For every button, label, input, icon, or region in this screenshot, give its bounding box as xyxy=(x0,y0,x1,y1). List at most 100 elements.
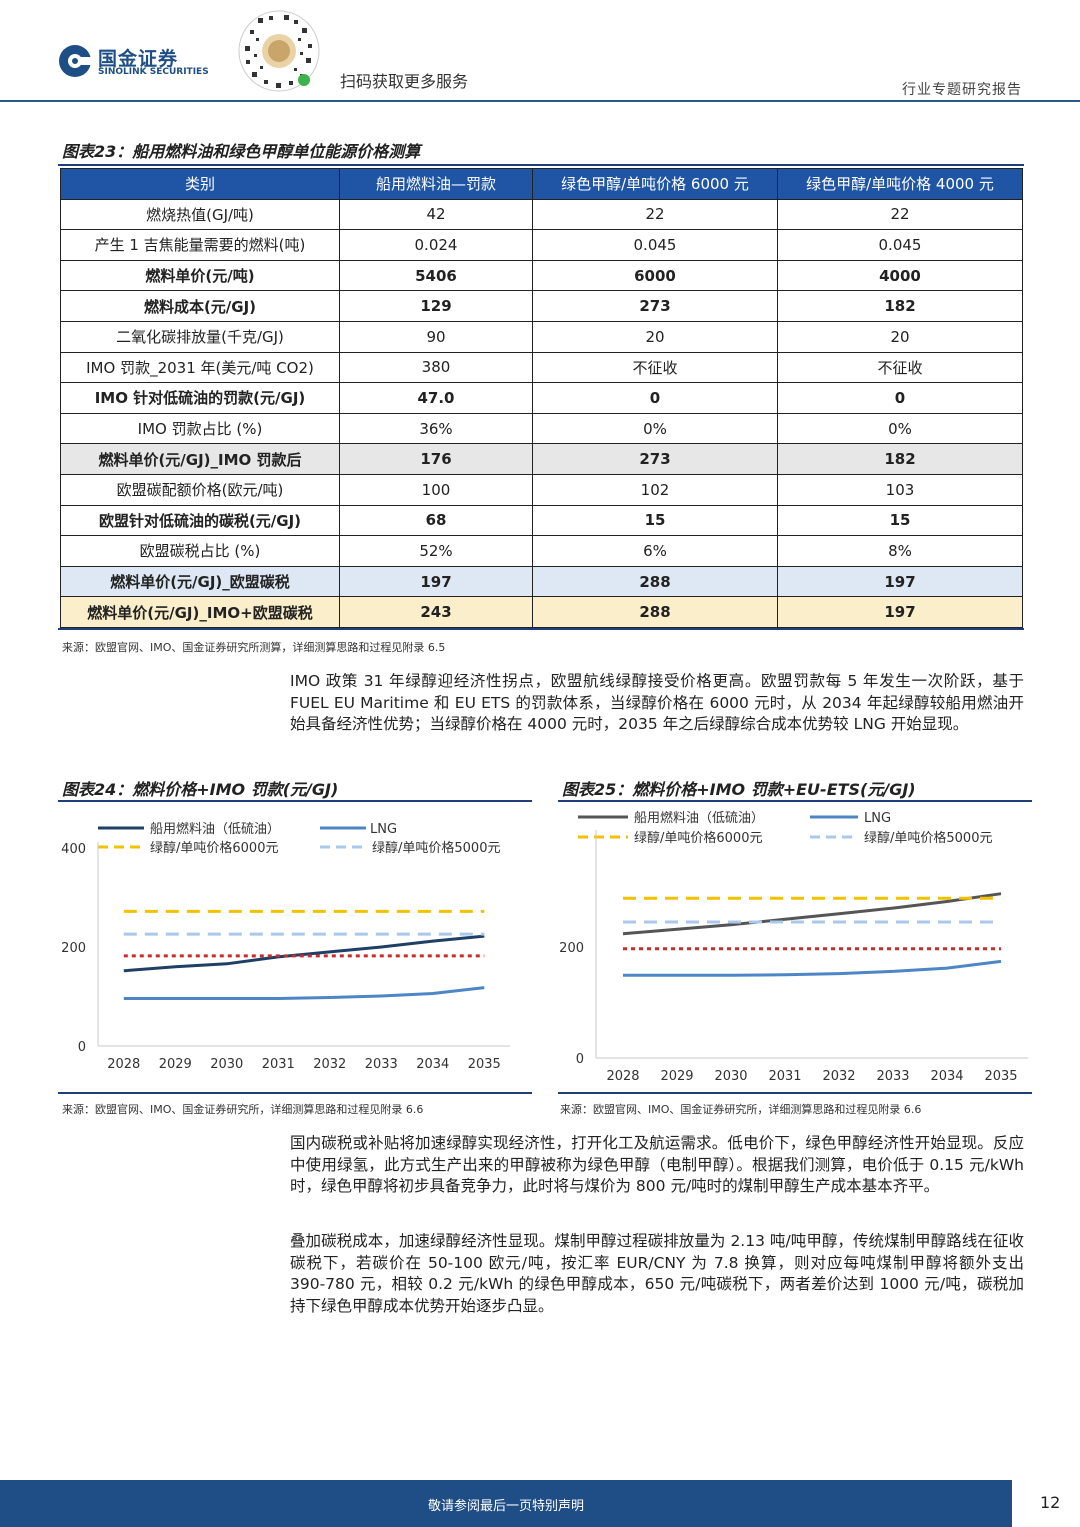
plot-area: 0 200 400 2028 2029 2030 2031 2032 2033 2034 2035 xyxy=(61,842,510,1072)
chart-fuel-price-imo-ets: 船用燃料油（低硫油） LNG 绿醇/单吨价格6000元 绿醇/单吨价格5000元… xyxy=(559,810,1028,1084)
table-row: IMO 罚款_2031 年(美元/吨 CO2) 380 不征收 不征收 xyxy=(60,351,1023,384)
cell: 20 xyxy=(532,320,778,353)
x-tick-label: 2034 xyxy=(416,1057,449,1072)
fig23-bottom-rule xyxy=(58,628,1024,630)
scan-for-service-text: 扫码获取更多服务 xyxy=(340,72,469,91)
table-row: IMO 罚款占比 (%) 36% 0% 0% xyxy=(60,412,1023,445)
cell: 36% xyxy=(339,412,533,445)
legend-label-fuel-oil: 船用燃料油（低硫油） xyxy=(150,821,280,837)
x-tick-label: 2028 xyxy=(107,1057,140,1072)
row-label: IMO 罚款占比 (%) xyxy=(60,412,340,445)
y-tick-label: 0 xyxy=(576,1052,584,1067)
footer-disclaimer: 敬请参阅最后一页特别声明 xyxy=(427,1499,584,1514)
plot-area: 0 200 2028 2029 2030 2031 2032 2033 2034 2035 xyxy=(559,830,1028,1084)
legend: 船用燃料油（低硫油） LNG 绿醇/单吨价格6000元 绿醇/单吨价格5000元 xyxy=(578,810,992,846)
page-header: 国金证券 SINOLINK SECURITIES 扫码获取更多服务 行业专题研究… xyxy=(0,0,1080,102)
row-label: 欧盟碳配额价格(欧元/吨) xyxy=(60,473,340,506)
col-header-category: 类别 xyxy=(60,168,340,200)
x-tick-label: 2030 xyxy=(714,1069,747,1084)
row-label: 欧盟碳税占比 (%) xyxy=(60,535,340,567)
row-label: 燃料单价(元/GJ)_IMO+欧盟碳税 xyxy=(60,596,340,628)
table-row: 欧盟碳配额价格(欧元/吨) 100 102 103 xyxy=(60,473,1023,506)
row-label: 产生 1 吉焦能量需要的燃料(吨) xyxy=(60,229,340,261)
table-row: 燃料单价(元/GJ)_欧盟碳税 197 288 197 xyxy=(60,565,1023,598)
cell: 6% xyxy=(532,535,778,567)
chart-fuel-price-imo: 船用燃料油（低硫油） LNG 绿醇/单吨价格6000元 绿醇/单吨价格5000元… xyxy=(61,821,510,1072)
fuel-price-table: 类别 船用燃料油—罚款 绿色甲醇/单吨价格 6000 元 绿色甲醇/单吨价格 4… xyxy=(60,168,1023,628)
y-tick-label: 200 xyxy=(61,941,86,956)
x-tick-label: 2031 xyxy=(768,1069,801,1084)
qr-code-icon[interactable] xyxy=(236,8,322,94)
row-label: 燃料单价(元/GJ)_IMO 罚款后 xyxy=(60,443,340,475)
row-label: IMO 罚款_2031 年(美元/吨 CO2) xyxy=(60,351,340,384)
cell: 0% xyxy=(777,412,1023,445)
cell: 47.0 xyxy=(339,382,533,414)
cell: 288 xyxy=(532,596,778,628)
cell: 8% xyxy=(777,535,1023,567)
x-tick-label: 2034 xyxy=(930,1069,963,1084)
cell: 288 xyxy=(532,565,778,598)
table-row: 燃料单价(元/GJ)_IMO+欧盟碳税 243 288 197 xyxy=(60,596,1023,628)
cell: 42 xyxy=(339,198,533,231)
cell: 273 xyxy=(532,290,778,322)
cell: 6000 xyxy=(532,259,778,292)
table-row: 欧盟碳税占比 (%) 52% 6% 8% xyxy=(60,535,1023,567)
table-row: 二氧化碳排放量(千克/GJ) 90 20 20 xyxy=(60,320,1023,353)
cell: 380 xyxy=(339,351,533,384)
cell: 182 xyxy=(777,290,1023,322)
table-row: 欧盟针对低硫油的碳税(元/GJ) 68 15 15 xyxy=(60,504,1023,537)
fig24-bottom-rule xyxy=(58,1092,532,1094)
report-type-label: 行业专题研究报告 xyxy=(902,82,1022,98)
x-tick-label: 2030 xyxy=(210,1057,243,1072)
x-tick-label: 2029 xyxy=(159,1057,192,1072)
x-tick-label: 2035 xyxy=(468,1057,501,1072)
cell: 197 xyxy=(339,565,533,598)
cell: 182 xyxy=(777,443,1023,475)
legend-label-methanol-5000: 绿醇/单吨价格5000元 xyxy=(864,830,992,846)
cell: 0.024 xyxy=(339,229,533,261)
fig25-title: 图表25：燃料价格+IMO 罚款+EU-ETS(元/GJ) xyxy=(562,780,916,799)
series-line-0 xyxy=(123,934,485,973)
cell: 4000 xyxy=(777,259,1023,292)
logo-text-en: SINOLINK SECURITIES xyxy=(98,67,209,77)
cell: 0.045 xyxy=(532,229,778,261)
cell: 273 xyxy=(532,443,778,475)
row-label: 二氧化碳排放量(千克/GJ) xyxy=(60,320,340,353)
cell: 176 xyxy=(339,443,533,475)
cell: 243 xyxy=(339,596,533,628)
sinolink-logo-icon xyxy=(59,45,92,77)
fig25-top-rule xyxy=(558,800,1032,802)
fig25-source: 来源：欧盟官网、IMO、国金证券研究所，详细测算思路和过程见附录 6.6 xyxy=(560,1103,922,1116)
y-tick-label: 400 xyxy=(61,842,86,857)
legend-label-methanol-6000: 绿醇/单吨价格6000元 xyxy=(634,830,762,846)
table-row: 燃料单价(元/吨) 5406 6000 4000 xyxy=(60,259,1023,292)
x-tick-label: 2031 xyxy=(262,1057,295,1072)
cell: 102 xyxy=(532,473,778,506)
cell: 0.045 xyxy=(777,229,1023,261)
x-tick-label: 2032 xyxy=(822,1069,855,1084)
fig24-top-rule xyxy=(58,800,532,802)
legend-label-lng: LNG xyxy=(864,811,891,826)
cell: 15 xyxy=(532,504,778,537)
fig24-source: 来源：欧盟官网、IMO、国金证券研究所，详细测算思路和过程见附录 6.6 xyxy=(62,1103,424,1116)
cell: 0 xyxy=(777,382,1023,414)
paragraph-carbon-tax-cost: 叠加碳税成本，加速绿醇经济性显现。煤制甲醇过程碳排放量为 2.13 吨/吨甲醇，… xyxy=(290,1232,1024,1315)
footer-bar xyxy=(0,1480,1012,1527)
row-label: 欧盟针对低硫油的碳税(元/GJ) xyxy=(60,504,340,537)
fig25-bottom-rule xyxy=(558,1092,1032,1094)
x-tick-label: 2028 xyxy=(606,1069,639,1084)
cell: 103 xyxy=(777,473,1023,506)
table-row: 产生 1 吉焦能量需要的燃料(吨) 0.024 0.045 0.045 xyxy=(60,229,1023,261)
series-line-1 xyxy=(623,959,1002,977)
series-line-0 xyxy=(622,892,1002,936)
cell: 0 xyxy=(532,382,778,414)
cell: 197 xyxy=(777,596,1023,628)
cell: 不征收 xyxy=(777,351,1023,384)
table-row: 燃料单价(元/GJ)_IMO 罚款后 176 273 182 xyxy=(60,443,1023,475)
x-tick-label: 2035 xyxy=(984,1069,1017,1084)
col-header-methanol-6000: 绿色甲醇/单吨价格 6000 元 xyxy=(532,168,778,200)
fig24-title: 图表24：燃料价格+IMO 罚款(元/GJ) xyxy=(62,780,339,799)
logo-text-cn: 国金证券 xyxy=(98,48,179,70)
series-line-1 xyxy=(123,986,485,1000)
cell: 5406 xyxy=(339,259,533,292)
